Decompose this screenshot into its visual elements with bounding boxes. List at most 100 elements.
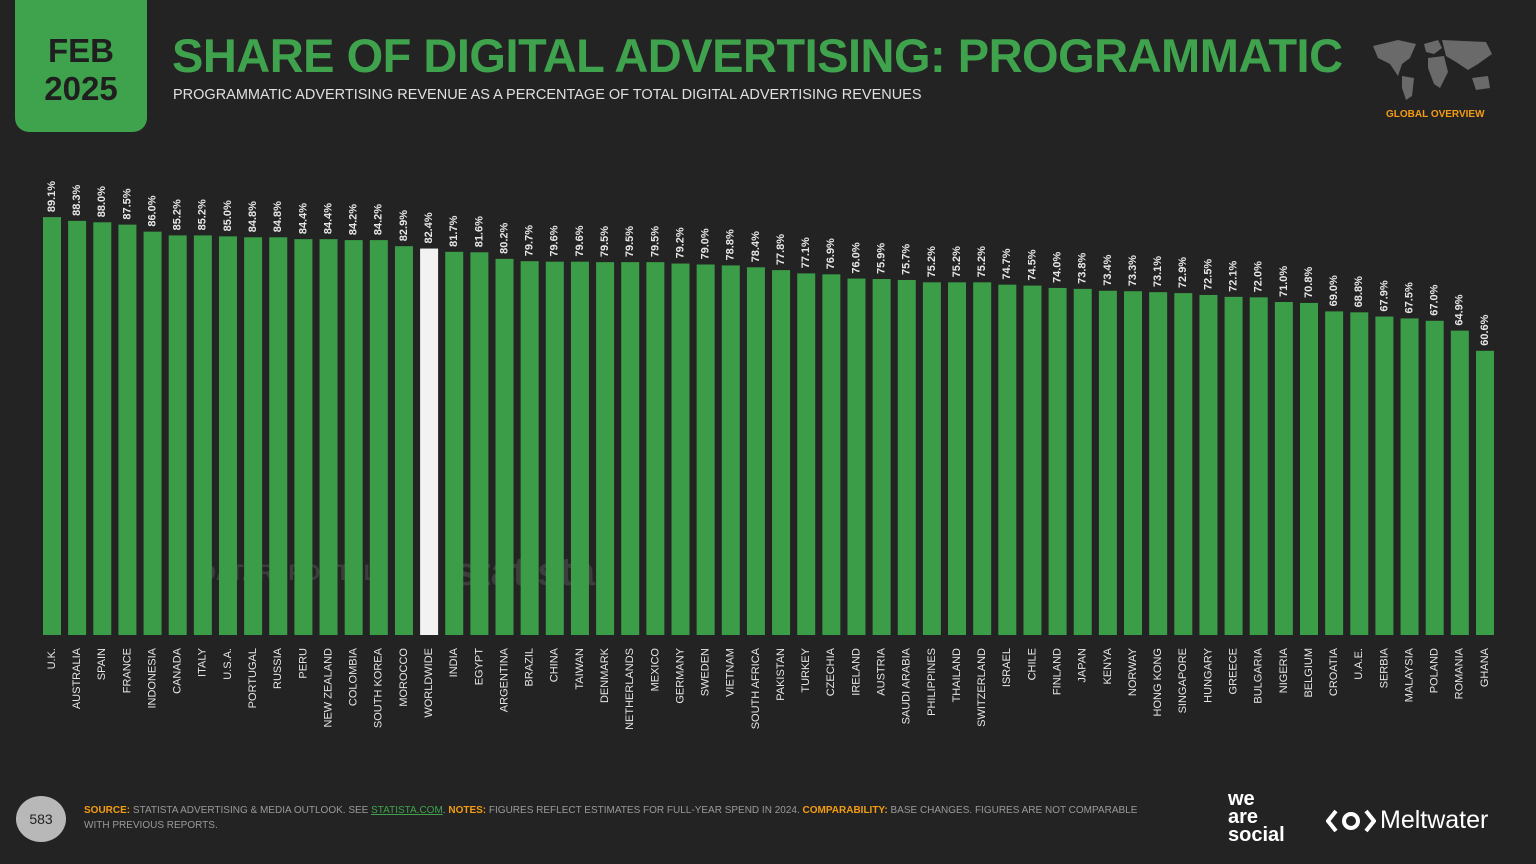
category-label: ARGENTINA (498, 647, 510, 712)
value-label: 74.7% (1001, 248, 1013, 279)
category-label: HONG KONG (1152, 648, 1164, 716)
category-label: MOROCCO (398, 648, 410, 707)
footnote: SOURCE: STATISTA ADVERTISING & MEDIA OUT… (84, 805, 1138, 831)
category-label: INDIA (448, 647, 460, 677)
value-label: 85.2% (172, 199, 184, 230)
bar (68, 220, 87, 636)
value-label: 75.9% (876, 243, 888, 274)
bar (1073, 288, 1092, 635)
value-label: 87.5% (121, 188, 133, 219)
value-label: 70.8% (1303, 267, 1315, 298)
we-are-social-logo: we are social (1228, 788, 1285, 846)
chart: DATAREPORTAL statista 89.1%U.K.88.3%AUST… (43, 181, 1494, 730)
category-label: SINGAPORE (1177, 648, 1189, 713)
category-label: WORLDWIDE (423, 648, 435, 718)
value-label: 79.2% (674, 227, 686, 258)
category-label: EGYPT (473, 648, 485, 686)
value-label: 71.0% (1278, 266, 1290, 297)
bar (1325, 311, 1344, 635)
global-overview-label: GLOBAL OVERVIEW (1386, 109, 1485, 120)
bar (193, 235, 212, 636)
value-label: 75.2% (951, 246, 963, 277)
chart-subtitle: PROGRAMMATIC ADVERTISING REVENUE AS A PE… (173, 87, 922, 103)
value-label: 72.1% (1227, 260, 1239, 291)
bar (93, 222, 112, 635)
category-label: PAKISTAN (775, 648, 787, 701)
bar (43, 217, 61, 635)
notes-text: FIGURES REFLECT ESTIMATES FOR FULL-YEAR … (488, 805, 800, 816)
bar (1350, 312, 1369, 635)
category-label: POLAND (1429, 648, 1441, 693)
category-label: JAPAN (1077, 648, 1089, 683)
value-label: 81.6% (473, 216, 485, 247)
category-label: FINLAND (1052, 648, 1064, 695)
value-label: 64.9% (1454, 294, 1466, 325)
bar (1023, 285, 1042, 635)
bar (1375, 316, 1394, 635)
bar (319, 239, 338, 635)
value-label: 81.7% (448, 215, 460, 246)
value-label: 85.2% (197, 199, 209, 230)
bar (1174, 293, 1193, 635)
category-label: SOUTH AFRICA (750, 647, 762, 729)
category-label: RUSSIA (272, 647, 284, 689)
bar (1199, 294, 1218, 635)
bar (218, 236, 237, 635)
bar (344, 240, 363, 636)
value-label: 77.1% (800, 237, 812, 268)
value-label: 86.0% (146, 195, 158, 226)
category-label: GREECE (1227, 648, 1239, 694)
bar (1149, 292, 1168, 635)
badge-month: FEB (48, 32, 114, 69)
category-label: SWITZERLAND (976, 648, 988, 727)
value-label: 82.4% (423, 212, 435, 243)
meltwater-logo: Meltwater (1380, 806, 1489, 834)
bar (872, 279, 891, 635)
category-label: SOUTH KOREA (373, 647, 385, 728)
category-label: GHANA (1479, 647, 1491, 687)
value-label: 82.9% (398, 210, 410, 241)
logo-word: we (1228, 788, 1255, 810)
value-label: 79.0% (700, 228, 712, 259)
category-label: CANADA (172, 647, 184, 694)
bar (420, 248, 439, 635)
bar (294, 239, 313, 635)
value-label: 76.0% (850, 242, 862, 273)
value-label: 78.4% (750, 231, 762, 262)
value-label: 79.6% (574, 225, 586, 256)
value-label: 75.2% (976, 246, 988, 277)
category-label: BELGIUM (1303, 648, 1315, 698)
date-badge: FEB 2025 (15, 0, 147, 132)
bar (621, 262, 640, 635)
category-label: VIETNAM (725, 648, 737, 697)
bar (1450, 330, 1469, 635)
logo-word: social (1228, 824, 1285, 846)
bar (596, 262, 615, 635)
bar (545, 261, 564, 635)
bar (143, 231, 162, 635)
world-map-icon (1373, 40, 1492, 100)
value-label: 72.0% (1253, 261, 1265, 292)
value-label: 74.0% (1052, 252, 1064, 283)
category-label: ISRAEL (1001, 648, 1013, 687)
value-label: 88.0% (96, 186, 108, 217)
value-label: 80.2% (498, 222, 510, 253)
category-label: CHILE (1026, 648, 1038, 680)
value-label: 77.8% (775, 234, 787, 265)
bar (1475, 350, 1494, 635)
category-label: NORWAY (1127, 647, 1139, 696)
category-label: SERBIA (1378, 647, 1390, 688)
source-link[interactable]: STATISTA.COM (371, 805, 443, 816)
value-label: 73.1% (1152, 256, 1164, 287)
bar (671, 263, 690, 635)
chart-title: SHARE OF DIGITAL ADVERTISING: PROGRAMMAT… (172, 29, 1343, 82)
category-label: TURKEY (800, 647, 812, 692)
bar (1274, 302, 1293, 635)
value-label: 74.5% (1026, 249, 1038, 280)
category-label: MALAYSIA (1403, 647, 1415, 702)
category-label: NETHERLANDS (624, 648, 636, 730)
bar (520, 261, 539, 635)
category-label: THAILAND (951, 648, 963, 702)
comparability-text: BASE CHANGES. FIGURES ARE NOT COMPARABLE… (84, 805, 1138, 831)
